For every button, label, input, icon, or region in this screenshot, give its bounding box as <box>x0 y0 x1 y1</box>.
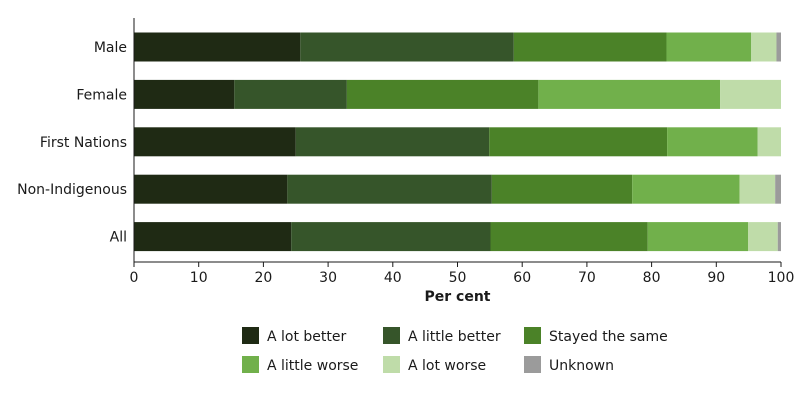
bar-segment-2-4 <box>757 127 781 157</box>
legend-swatch-3 <box>242 356 259 373</box>
legend-label-5: Unknown <box>549 358 614 374</box>
x-axis-ticks: 0 10 20 30 40 50 60 70 80 90 100 <box>130 262 795 286</box>
legend: A lot better A little better Stayed the sa… <box>242 327 668 374</box>
category-labels: Male Female First Nations Non-Indigenous All <box>17 40 127 246</box>
bar-segment-3-4 <box>739 174 776 204</box>
legend-label-2: Stayed the same <box>549 329 668 345</box>
category-label-0: Male <box>94 40 127 56</box>
legend-swatch-2 <box>524 327 541 344</box>
bar-segment-1-2 <box>346 79 539 109</box>
legend-swatch-1 <box>383 327 400 344</box>
bar-segment-1-4 <box>720 79 781 109</box>
bar-segment-0-5 <box>776 32 781 62</box>
legend-label-1: A little better <box>408 329 501 345</box>
category-label-2: First Nations <box>40 135 127 151</box>
category-label-1: Female <box>76 87 127 103</box>
bar-segment-0-1 <box>300 32 514 62</box>
bar-segment-4-3 <box>647 222 749 252</box>
legend-label-0: A lot better <box>267 329 347 345</box>
bar-segment-4-5 <box>777 222 781 252</box>
bar-segment-3-3 <box>632 174 740 204</box>
bar-segment-1-1 <box>234 79 347 109</box>
legend-swatch-5 <box>524 356 541 373</box>
bar-segment-4-0 <box>134 222 292 252</box>
bar-segment-0-2 <box>513 32 667 62</box>
x-tick-label-7: 70 <box>578 270 596 286</box>
bar-segment-4-4 <box>748 222 778 252</box>
x-tick-label-2: 20 <box>254 270 272 286</box>
x-tick-label-3: 30 <box>319 270 337 286</box>
x-tick-label-6: 60 <box>513 270 531 286</box>
bar-segment-2-0 <box>134 127 296 157</box>
legend-label-3: A little worse <box>267 358 358 374</box>
legend-swatch-0 <box>242 327 259 344</box>
x-tick-label-10: 100 <box>768 270 795 286</box>
bar-segment-1-0 <box>134 79 235 109</box>
category-label-3: Non-Indigenous <box>17 182 127 198</box>
bar-segment-3-1 <box>287 174 492 204</box>
bar-segment-3-0 <box>134 174 288 204</box>
x-tick-label-4: 40 <box>384 270 402 286</box>
bar-segment-3-5 <box>775 174 781 204</box>
bar-segment-0-0 <box>134 32 301 62</box>
legend-label-4: A lot worse <box>408 358 486 374</box>
bar-segment-4-2 <box>490 222 648 252</box>
bar-segment-3-2 <box>491 174 633 204</box>
x-tick-label-1: 10 <box>190 270 208 286</box>
x-tick-label-9: 90 <box>707 270 725 286</box>
x-tick-label-8: 80 <box>643 270 661 286</box>
bars-group <box>134 32 781 252</box>
x-tick-label-0: 0 <box>130 270 139 286</box>
category-label-4: All <box>110 230 127 246</box>
bar-segment-2-1 <box>295 127 490 157</box>
bar-segment-2-3 <box>667 127 758 157</box>
bar-segment-1-3 <box>538 79 721 109</box>
bar-segment-0-4 <box>751 32 777 62</box>
bar-segment-2-2 <box>489 127 668 157</box>
bar-segment-4-1 <box>291 222 491 252</box>
x-axis-title: Per cent <box>425 289 491 305</box>
legend-swatch-4 <box>383 356 400 373</box>
x-tick-label-5: 50 <box>449 270 467 286</box>
bar-segment-0-3 <box>666 32 752 62</box>
